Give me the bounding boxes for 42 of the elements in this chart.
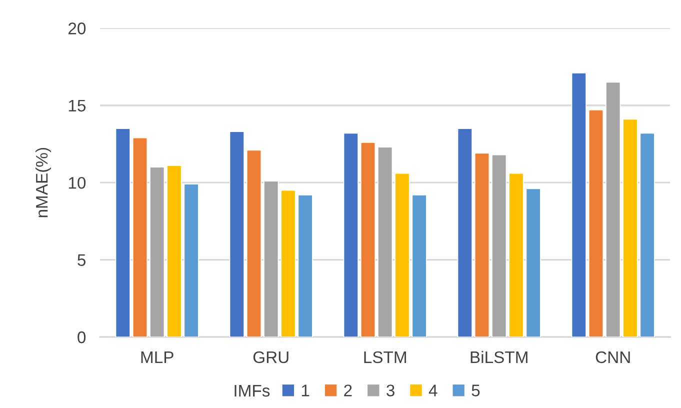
bar [184, 184, 199, 338]
y-tick-label: 0 [78, 331, 86, 344]
bar [280, 190, 296, 338]
legend-title: IMFs [234, 385, 270, 397]
y-axis-title: nMAE(%) [35, 148, 52, 218]
bar [588, 110, 604, 338]
bar [264, 180, 279, 338]
y-tick-label: 5 [78, 254, 86, 266]
bar [246, 150, 262, 338]
bar [394, 172, 410, 338]
legend-label: 5 [472, 384, 480, 396]
bar [640, 132, 655, 338]
bar [166, 165, 182, 338]
bar [622, 118, 638, 338]
bar [571, 72, 586, 338]
bar [492, 154, 507, 338]
bar [229, 131, 244, 338]
bar [150, 166, 165, 338]
legend-label: 1 [302, 384, 310, 396]
x-tick-label: GRU [253, 351, 288, 364]
x-tick-label: BiLSTM [470, 350, 528, 364]
bar [132, 137, 148, 338]
y-tick-label: 15 [68, 100, 86, 112]
legend-label: 2 [344, 384, 352, 396]
x-tick-label: MLP [141, 352, 174, 363]
legend-label: 4 [428, 384, 438, 396]
bar [378, 146, 393, 338]
x-tick-label: CNN [596, 351, 630, 364]
bar [360, 142, 376, 338]
bar [526, 188, 541, 338]
bar [412, 194, 427, 338]
legend-label: 3 [386, 384, 394, 396]
bar [115, 128, 130, 338]
y-tick-label: 20 [68, 22, 86, 34]
y-tick-label: 10 [68, 176, 86, 189]
bar [606, 82, 621, 338]
bar [508, 172, 524, 338]
bar [474, 152, 490, 338]
bar [343, 132, 358, 338]
bar [457, 128, 472, 338]
bar [298, 194, 313, 338]
x-tick-label: LSTM [364, 351, 406, 364]
